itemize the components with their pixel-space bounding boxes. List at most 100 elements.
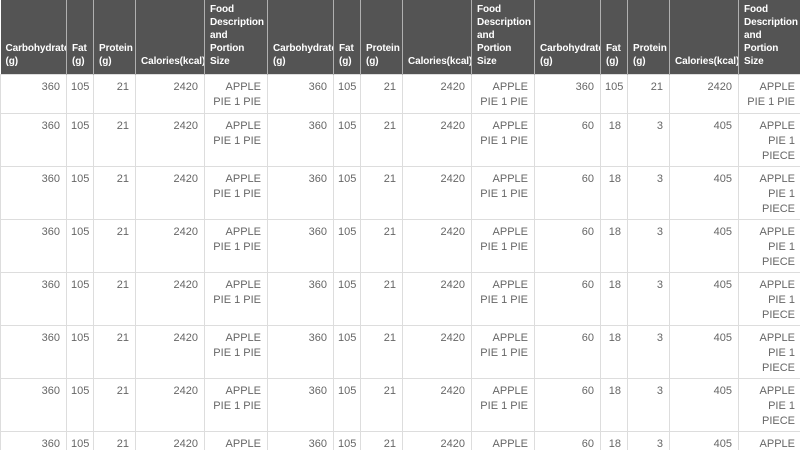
cell-food-description: APPLE PIE 1 PIE [204, 325, 268, 379]
cell-carbohydrate: 60 [534, 325, 601, 379]
cell-fat: 18 [600, 166, 628, 220]
cell-protein: 21 [360, 378, 403, 432]
cell-calories: 405 [669, 113, 739, 167]
cell-carbohydrate: 360 [267, 113, 334, 167]
cell-carbohydrate: 360 [267, 325, 334, 379]
cell-carbohydrate: 60 [534, 166, 601, 220]
cell-protein: 21 [93, 325, 136, 379]
header-food-description: Food Description and Portion Size [471, 0, 535, 75]
cell-carbohydrate: 360 [267, 272, 334, 326]
cell-carbohydrate: 360 [0, 431, 67, 450]
cell-fat: 105 [66, 378, 94, 432]
header-fat: Fat (g) [333, 0, 361, 75]
cell-fat: 105 [600, 74, 628, 114]
header-food-description: Food Description and Portion Size [204, 0, 268, 75]
cell-food-description: APPLE PIE 1 PIE [471, 325, 535, 379]
header-calories: Calories(kcal) [135, 0, 205, 75]
cell-fat: 105 [333, 166, 361, 220]
table-body: 360 105 21 2420 APPLE PIE 1 PIE 360 105 21 2420 A… [0, 74, 800, 450]
cell-protein: 21 [93, 378, 136, 432]
cell-carbohydrate: 360 [0, 219, 67, 273]
cell-protein: 3 [627, 166, 670, 220]
cell-fat: 105 [66, 113, 94, 167]
cell-calories: 2420 [402, 272, 472, 326]
cell-fat: 105 [333, 113, 361, 167]
cell-food-description: APPLE PIE 1 PIE [471, 219, 535, 273]
cell-protein: 3 [627, 219, 670, 273]
header-protein: Protein (g) [627, 0, 670, 75]
cell-protein: 3 [627, 431, 670, 450]
cell-calories: 2420 [135, 431, 205, 450]
cell-fat: 18 [600, 113, 628, 167]
cell-fat: 105 [66, 219, 94, 273]
cell-calories: 405 [669, 325, 739, 379]
cell-fat: 105 [333, 74, 361, 114]
cell-protein: 21 [93, 113, 136, 167]
cell-calories: 2420 [402, 113, 472, 167]
cell-protein: 3 [627, 113, 670, 167]
cell-fat: 18 [600, 378, 628, 432]
cell-calories: 2420 [402, 74, 472, 114]
cell-calories: 2420 [402, 325, 472, 379]
cell-protein: 21 [93, 74, 136, 114]
cell-carbohydrate: 360 [0, 272, 67, 326]
cell-food-description: APPLE PIE 1 PIECE [738, 166, 800, 220]
cell-calories: 2420 [135, 272, 205, 326]
cell-carbohydrate: 360 [267, 219, 334, 273]
cell-protein: 21 [360, 113, 403, 167]
cell-calories: 405 [669, 378, 739, 432]
header-calories: Calories(kcal) [402, 0, 472, 75]
cell-food-description: APPLE PIE 1 PIE [471, 431, 535, 450]
cell-carbohydrate: 360 [0, 378, 67, 432]
cell-calories: 2420 [135, 113, 205, 167]
header-fat: Fat (g) [66, 0, 94, 75]
cell-carbohydrate: 360 [0, 325, 67, 379]
cell-food-description: APPLE PIE 1 PIE [471, 113, 535, 167]
cell-food-description: APPLE PIE 1 PIECE [738, 272, 800, 326]
cell-fat: 105 [333, 378, 361, 432]
cell-calories: 2420 [135, 325, 205, 379]
header-protein: Protein (g) [93, 0, 136, 75]
cell-fat: 105 [66, 166, 94, 220]
cell-carbohydrate: 360 [0, 74, 67, 114]
cell-protein: 3 [627, 272, 670, 326]
cell-fat: 105 [333, 431, 361, 450]
cell-fat: 18 [600, 431, 628, 450]
cell-protein: 21 [360, 166, 403, 220]
cell-calories: 2420 [135, 219, 205, 273]
cell-protein: 3 [627, 378, 670, 432]
cell-protein: 21 [93, 431, 136, 450]
cell-fat: 105 [333, 325, 361, 379]
table-header-row: Carbohydrate (g) Fat (g) Protein (g) Calori… [0, 0, 800, 75]
cell-fat: 105 [333, 219, 361, 273]
cell-food-description: APPLE PIE 1 PIE [471, 378, 535, 432]
cell-fat: 105 [66, 325, 94, 379]
cell-food-description: APPLE PIE 1 PIE [204, 74, 268, 114]
cell-fat: 105 [66, 431, 94, 450]
header-carbohydrate: Carbohydrate (g) [534, 0, 601, 75]
cell-food-description: APPLE PIE 1 PIECE [738, 325, 800, 379]
cell-food-description: APPLE PIE 1 PIE [204, 378, 268, 432]
cell-fat: 105 [66, 272, 94, 326]
cell-food-description: APPLE PIE 1 PIE [204, 431, 268, 450]
cell-food-description: APPLE PIE 1 PIE [204, 272, 268, 326]
cell-carbohydrate: 360 [534, 74, 601, 114]
cell-calories: 2420 [402, 378, 472, 432]
cell-food-description: APPLE PIE 1 PIE [471, 166, 535, 220]
header-food-description: Food Description and Portion Size [738, 0, 800, 75]
cell-calories: 2420 [135, 74, 205, 114]
cell-food-description: APPLE PIE 1 PIE [204, 166, 268, 220]
cell-fat: 18 [600, 325, 628, 379]
cell-food-description: APPLE PIE 1 PIE [471, 272, 535, 326]
cell-carbohydrate: 60 [534, 272, 601, 326]
cell-carbohydrate: 60 [534, 113, 601, 167]
cell-calories: 405 [669, 272, 739, 326]
cell-food-description: APPLE PIE 1 PIECE [738, 378, 800, 432]
cell-calories: 2420 [402, 166, 472, 220]
cell-food-description: APPLE PIE 1 PIE [471, 74, 535, 114]
